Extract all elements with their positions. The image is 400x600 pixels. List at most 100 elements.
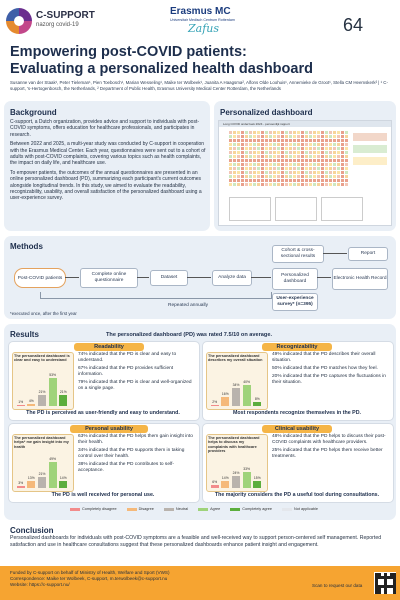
flow-arrow: [187, 277, 211, 278]
heatmap-cell: [269, 155, 272, 158]
heatmap-cell: [257, 175, 260, 178]
qr-code-icon[interactable]: [374, 572, 396, 594]
heatmap-cell: [285, 175, 288, 178]
heatmap-cell: [261, 147, 264, 150]
heatmap-cell: [245, 179, 248, 182]
chart-bar-label: 40%: [243, 379, 251, 384]
legend-label: Not applicable: [293, 507, 319, 511]
heatmap-cell: [301, 135, 304, 138]
dashboard-side-panel: [353, 133, 387, 141]
heatmap-cell: [261, 155, 264, 158]
heatmap-cell: [273, 135, 276, 138]
chart-bar: [253, 401, 262, 406]
heatmap-cell: [329, 135, 332, 138]
heatmap-cell: [285, 163, 288, 166]
heatmap-cell: [281, 143, 284, 146]
heatmap-cell: [297, 183, 300, 186]
chart-bar-label: 1%: [18, 400, 24, 404]
footer-website-link[interactable]: Website: https://c-support.nu/: [10, 582, 70, 587]
flow-dataset: Dataset: [150, 270, 188, 286]
repeat-loop: [40, 292, 272, 299]
heatmap-cell: [289, 155, 292, 158]
heatmap-cell: [229, 135, 232, 138]
qr-code-module: [378, 591, 381, 594]
heatmap-cell: [289, 183, 292, 186]
recognizability-conclusion: Most respondents recognize themselves in…: [232, 410, 362, 416]
heatmap-cell: [233, 175, 236, 178]
heatmap-cell: [301, 143, 304, 146]
flow-arrow: [65, 277, 79, 278]
qr-code-module: [381, 576, 384, 579]
heatmap-cell: [229, 179, 232, 182]
clinical-usability-chart-title: The personalized dashboard helps to disc…: [208, 436, 260, 454]
heatmap-cell: [313, 155, 316, 158]
heatmap-cell: [249, 147, 252, 150]
heatmap-cell: [229, 171, 232, 174]
heatmap-cell: [253, 175, 256, 178]
heatmap-cell: [337, 159, 340, 162]
heatmap-cell: [329, 143, 332, 146]
heatmap-cell: [285, 139, 288, 142]
flow-cohort-results: Cohort & cross-sectional results: [272, 245, 324, 263]
chart-bar-label: 2%: [212, 399, 218, 404]
heatmap-cell: [313, 159, 316, 162]
qr-code-module: [381, 585, 384, 588]
heatmap-cell: [337, 143, 340, 146]
heatmap-cell: [345, 155, 348, 158]
heatmap-cell: [293, 175, 296, 178]
heatmap-cell: [237, 171, 240, 174]
qr-code-module: [378, 573, 381, 576]
flow-electronic-health-record: Electronic Health Record: [332, 268, 388, 290]
heatmap-cell: [273, 147, 276, 150]
legend-swatch: [163, 507, 174, 511]
qr-code-module: [390, 573, 393, 576]
heatmap-cell: [337, 175, 340, 178]
heatmap-cell: [261, 183, 264, 186]
results-headline: The personalized dashboard (PD) was rate…: [106, 332, 273, 338]
heatmap-cell: [265, 179, 268, 182]
heatmap-cell: [241, 163, 244, 166]
heatmap-cell: [285, 135, 288, 138]
qr-code-module: [390, 585, 393, 588]
heatmap-cell: [245, 155, 248, 158]
heatmap-cell: [237, 147, 240, 150]
heatmap-cell: [277, 147, 280, 150]
heatmap-cell: [265, 167, 268, 170]
heatmap-cell: [237, 151, 240, 154]
heatmap-cell: [265, 131, 268, 134]
heatmap-cell: [313, 151, 316, 154]
heatmap-cell: [253, 147, 256, 150]
heatmap-cell: [297, 139, 300, 142]
heatmap-cell: [329, 159, 332, 162]
flow-complete-questionnaire: Complete online questionnaire: [80, 268, 138, 288]
heatmap-cell: [337, 179, 340, 182]
clinical-usability-header: Clinical usability: [262, 425, 332, 433]
erasmus-mc-subtitle: Universitair Medisch Centrum Rotterdam: [170, 18, 235, 22]
heatmap-cell: [317, 175, 320, 178]
flow-personalized-dashboard: Personalized dashboard: [272, 268, 318, 290]
dashboard-mini-chart: [275, 197, 317, 221]
heatmap-cell: [257, 167, 260, 170]
heatmap-cell: [345, 147, 348, 150]
heatmap-cell: [341, 147, 344, 150]
heatmap-cell: [301, 183, 304, 186]
chart-bar-label: 14%: [59, 475, 67, 480]
heatmap-cell: [261, 171, 264, 174]
flow-report: Report: [348, 247, 388, 261]
heatmap-cell: [281, 159, 284, 162]
heatmap-cell: [253, 167, 256, 170]
heatmap-cell: [329, 163, 332, 166]
heatmap-cell: [321, 159, 324, 162]
heatmap-cell: [269, 151, 272, 154]
heatmap-cell: [237, 167, 240, 170]
flow-arrow: [137, 277, 149, 278]
heatmap-cell: [237, 175, 240, 178]
dashboard-heatmap: [229, 131, 349, 191]
heatmap-cell: [333, 147, 336, 150]
heatmap-cell: [241, 179, 244, 182]
heatmap-cell: [233, 151, 236, 154]
heatmap-cell: [333, 159, 336, 162]
chart-bar: [59, 480, 68, 488]
heatmap-cell: [233, 147, 236, 150]
heatmap-cell: [233, 159, 236, 162]
